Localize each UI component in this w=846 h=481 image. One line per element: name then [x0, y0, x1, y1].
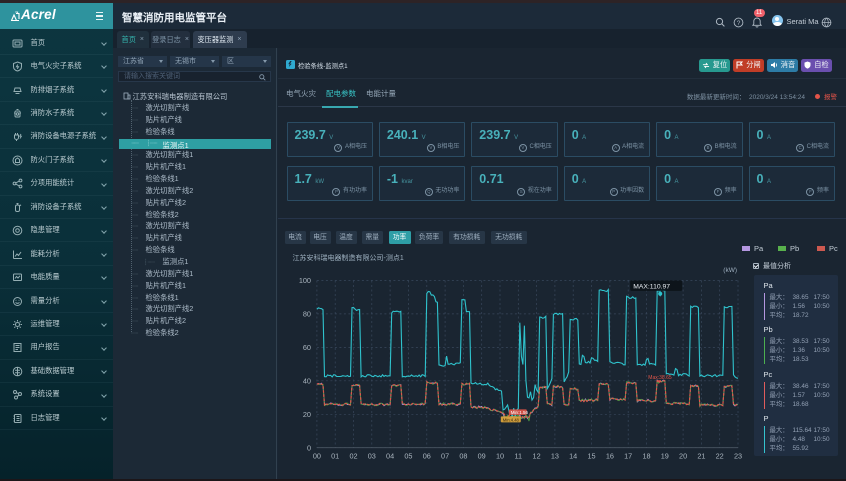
- svg-text:60: 60: [303, 343, 311, 352]
- svg-text:07: 07: [441, 452, 449, 461]
- svg-text:03: 03: [368, 452, 376, 461]
- svg-text:19: 19: [661, 452, 669, 461]
- svg-text:40: 40: [303, 376, 311, 385]
- svg-text:0: 0: [307, 443, 311, 452]
- svg-text:15: 15: [587, 452, 595, 461]
- svg-text:16: 16: [606, 452, 614, 461]
- svg-text:23: 23: [734, 452, 742, 461]
- svg-text:?: ?: [737, 20, 741, 27]
- svg-text:05: 05: [404, 452, 412, 461]
- svg-text:MAX:110.97: MAX:110.97: [633, 283, 670, 290]
- svg-text:20: 20: [679, 452, 687, 461]
- svg-text:04: 04: [386, 452, 394, 461]
- svg-text:08: 08: [459, 452, 467, 461]
- svg-text:80: 80: [303, 310, 311, 319]
- svg-text:Min:4.48: Min:4.48: [503, 418, 520, 423]
- svg-text:06: 06: [423, 452, 431, 461]
- svg-text:09: 09: [478, 452, 486, 461]
- svg-text:14: 14: [569, 452, 577, 461]
- svg-text:10: 10: [496, 452, 504, 461]
- svg-text:Min:1.56: Min:1.56: [511, 410, 529, 415]
- svg-text:(kW): (kW): [723, 267, 737, 274]
- svg-text:17: 17: [624, 452, 632, 461]
- svg-text:12: 12: [533, 452, 541, 461]
- svg-text:Max:38.65: Max:38.65: [648, 375, 672, 381]
- svg-text:13: 13: [551, 452, 559, 461]
- svg-text:01: 01: [331, 452, 339, 461]
- svg-text:22: 22: [716, 452, 724, 461]
- svg-text:11: 11: [515, 452, 523, 461]
- svg-text:21: 21: [697, 452, 705, 461]
- svg-text:100: 100: [299, 276, 311, 285]
- svg-text:00: 00: [313, 452, 321, 461]
- svg-text:20: 20: [303, 410, 311, 419]
- svg-text:18: 18: [642, 452, 650, 461]
- svg-text:02: 02: [349, 452, 357, 461]
